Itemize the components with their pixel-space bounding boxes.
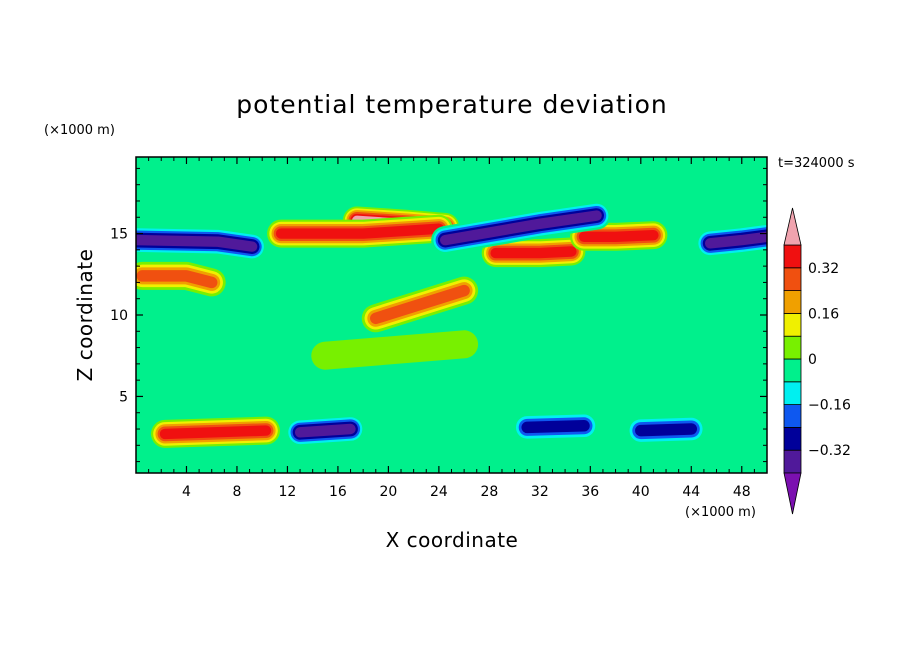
- contour-band: [294, 423, 356, 438]
- colorbar-box: [783, 426, 802, 451]
- y-tick-label: 5: [119, 389, 128, 405]
- x-axis: 4 8 12 16 20 24 28 32 36 40 44 48: [148, 157, 755, 500]
- y-axis: 5 10 15: [110, 167, 767, 463]
- contour-feature: [361, 276, 479, 333]
- x-tick-label: 4: [182, 484, 191, 500]
- colorbar-box: [783, 267, 802, 291]
- x-tick-label: 8: [232, 484, 241, 500]
- colorbar-box: [783, 312, 802, 337]
- contour-feature: [286, 415, 365, 447]
- colorbar-tick-label: 0.16: [808, 306, 839, 322]
- x-tick-label: 36: [581, 484, 599, 500]
- contour-band: [275, 223, 445, 239]
- y-axis-unit: (×1000 m): [44, 123, 115, 138]
- contour-band: [136, 270, 218, 289]
- colorbar-tick-label: −0.16: [808, 398, 851, 414]
- colorbar-box: [783, 358, 802, 383]
- plot-area: [135, 156, 768, 474]
- time-label: t=324000 s: [778, 156, 855, 171]
- contour-band: [136, 234, 258, 252]
- x-axis-unit: (×1000 m): [685, 505, 756, 520]
- colorbar: 0.32 0.16 0 −0.16 −0.32: [783, 207, 851, 515]
- contour-band: [159, 425, 272, 440]
- contour-field: [136, 201, 767, 448]
- x-tick-label: 28: [480, 484, 498, 500]
- contour-feature: [136, 261, 226, 297]
- contour-band: [440, 210, 602, 246]
- x-tick-label: 12: [279, 484, 297, 500]
- contour-feature: [151, 416, 280, 448]
- contour-band: [705, 231, 767, 249]
- contour-band: [311, 330, 479, 370]
- y-tick-label: 10: [110, 308, 128, 324]
- colorbar-box: [783, 335, 802, 360]
- colorbar-box: [783, 404, 802, 428]
- x-tick-label: 20: [379, 484, 397, 500]
- colorbar-box: [783, 449, 802, 474]
- x-tick-label: 32: [531, 484, 549, 500]
- x-axis-label: X coordinate: [386, 528, 519, 552]
- contour-feature: [696, 222, 767, 258]
- x-tick-label: 16: [329, 484, 347, 500]
- contour-band: [370, 284, 470, 325]
- x-tick-label: 40: [632, 484, 650, 500]
- x-tick-label: 24: [430, 484, 448, 500]
- colorbar-box: [783, 244, 802, 269]
- contour-feature: [136, 226, 267, 261]
- colorbar-tick-label: 0.32: [808, 261, 839, 277]
- y-axis-label: Z coordinate: [73, 249, 97, 382]
- chart-title: potential temperature deviation: [236, 90, 667, 119]
- contour-feature: [570, 221, 668, 251]
- y-tick-label: 15: [110, 227, 128, 243]
- colorbar-tick-label: −0.32: [808, 443, 851, 459]
- contour-band: [635, 423, 698, 437]
- colorbar-bottom-arrow: [783, 472, 802, 515]
- x-tick-label: 44: [682, 484, 700, 500]
- contour-band: [490, 246, 577, 259]
- contour-feature: [431, 201, 611, 255]
- colorbar-box: [783, 381, 802, 405]
- colorbar-tick-label: 0: [808, 352, 817, 368]
- contour-feature: [626, 415, 706, 445]
- contour-feature: [267, 214, 453, 248]
- x-tick-label: 48: [733, 484, 751, 500]
- contour-band: [521, 420, 590, 434]
- contour-feature: [481, 237, 586, 268]
- contour-feature: [311, 330, 479, 370]
- contour-band: [578, 230, 659, 242]
- colorbar-box: [783, 290, 802, 314]
- colorbar-top-arrow: [783, 207, 802, 246]
- contour-feature: [513, 411, 598, 442]
